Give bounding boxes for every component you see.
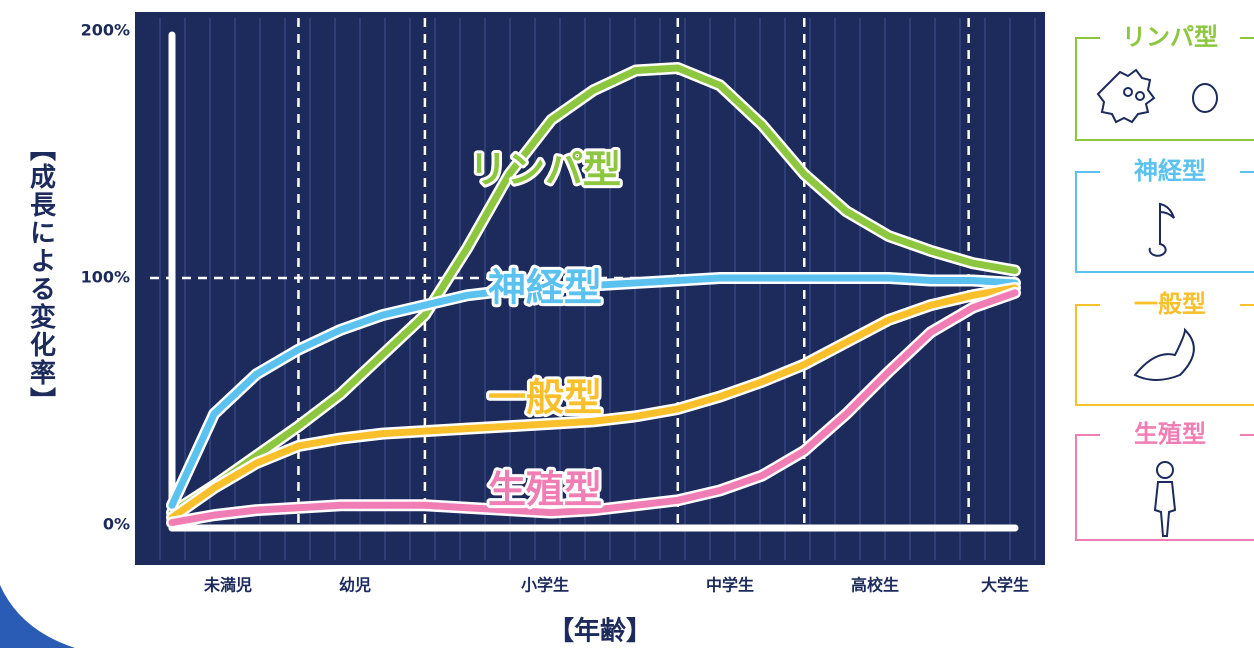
x-tick-label: 小学生	[521, 576, 569, 595]
x-tick-label: 中学生	[706, 576, 754, 595]
legend-box	[1075, 434, 1254, 541]
x-tick-label: 高校生	[851, 576, 899, 595]
y-tick-label: 200%	[81, 21, 130, 40]
legend-box	[1075, 171, 1254, 273]
x-tick-label: 幼児	[339, 576, 371, 595]
line	[168, 289, 1019, 527]
y-tick-label: 100%	[81, 268, 130, 287]
y-tick-label: 0%	[103, 515, 130, 534]
x-tick-label: 大学生	[981, 576, 1029, 595]
line	[168, 274, 1019, 509]
decoration	[0, 585, 75, 648]
legend-box	[1075, 37, 1254, 141]
legend-label: 生殖型	[1134, 420, 1206, 448]
series-label: 神経型	[488, 266, 602, 310]
x-tick-label: 未満児	[203, 576, 252, 595]
series-label: 生殖型	[488, 468, 602, 512]
legend-label: 神経型	[1134, 157, 1206, 185]
line	[168, 284, 1019, 522]
line	[168, 64, 1019, 517]
y-axis-label: 【成長による変化率】	[26, 135, 56, 415]
legend-label: リンパ型	[1122, 23, 1218, 51]
series-label: 一般型	[488, 376, 602, 420]
legend-label: 一般型	[1134, 290, 1206, 318]
legend-box	[1075, 304, 1254, 406]
legend-icons	[1096, 68, 1218, 537]
series-label: リンパ型	[469, 148, 621, 192]
x-axis-label: 【年齢】	[548, 616, 652, 647]
